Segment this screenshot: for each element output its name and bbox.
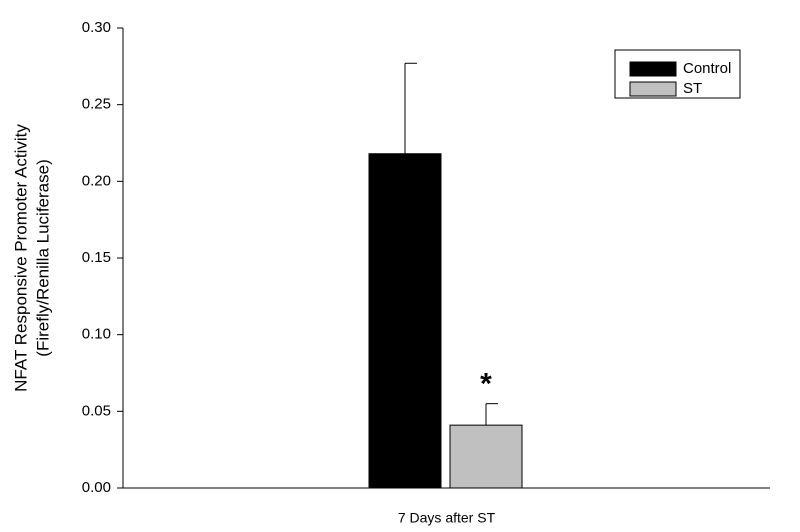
y-axis-label: NFAT Responsive Promoter Activity [11, 124, 30, 392]
bar [449, 424, 523, 489]
y-tick-label: 0.20 [82, 172, 111, 189]
y-tick-label: 0.10 [82, 326, 111, 343]
legend-label: ST [683, 80, 702, 97]
legend-swatch [629, 81, 677, 97]
y-tick-label: 0.00 [82, 479, 111, 496]
y-tick-label: 0.25 [82, 96, 111, 113]
y-tick-label: 0.05 [82, 402, 111, 419]
y-tick-label: 0.30 [82, 19, 111, 36]
y-axis-label: (Firefly/Renilla Luciferase) [33, 159, 52, 356]
legend-label: Control [683, 60, 731, 77]
legend-swatch [629, 61, 677, 77]
y-tick-label: 0.15 [82, 249, 111, 266]
x-tick-label: 7 Days after ST [398, 510, 496, 526]
annotation: * [480, 368, 492, 401]
bar [368, 153, 442, 489]
